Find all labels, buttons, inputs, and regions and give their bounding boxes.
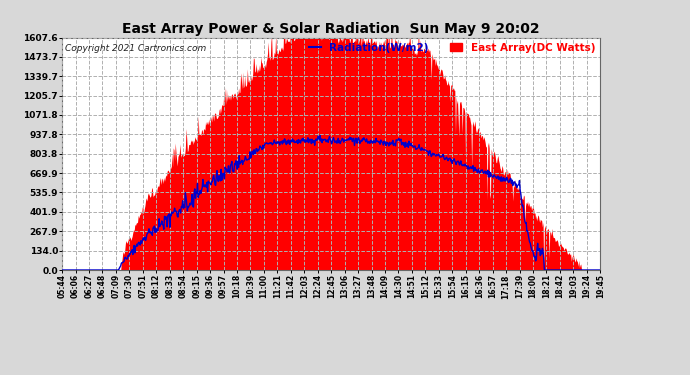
Title: East Array Power & Solar Radiation  Sun May 9 20:02: East Array Power & Solar Radiation Sun M… [122,22,540,36]
Legend: Radiation(W/m2), East Array(DC Watts): Radiation(W/m2), East Array(DC Watts) [304,39,599,57]
Text: Copyright 2021 Cartronics.com: Copyright 2021 Cartronics.com [65,45,206,54]
